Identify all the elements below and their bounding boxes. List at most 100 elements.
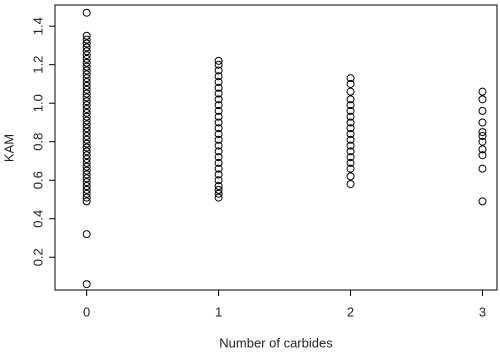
- point: [82, 131, 91, 140]
- point: [346, 106, 355, 115]
- y-tick-label: 1.2: [30, 56, 45, 74]
- point: [82, 101, 91, 110]
- y-tick-label: 1.4: [30, 17, 45, 35]
- point: [82, 78, 91, 87]
- point: [346, 135, 355, 144]
- y-axis-label: KAM: [1, 134, 16, 162]
- x-tick-label: 0: [83, 304, 90, 319]
- point: [82, 151, 91, 160]
- point: [82, 70, 91, 79]
- y-tick-label: 0.2: [30, 248, 45, 266]
- point: [214, 101, 223, 110]
- point: [82, 104, 91, 113]
- point: [82, 120, 91, 129]
- y-tick-label: 1.0: [30, 94, 45, 112]
- point: [478, 197, 487, 206]
- point: [346, 95, 355, 104]
- point: [346, 130, 355, 139]
- point: [214, 78, 223, 87]
- point: [478, 118, 487, 127]
- point: [214, 106, 223, 115]
- point: [214, 83, 223, 92]
- point: [82, 93, 91, 102]
- point: [346, 124, 355, 133]
- point: [346, 172, 355, 181]
- point: [82, 230, 91, 239]
- point: [82, 81, 91, 90]
- point: [82, 35, 91, 44]
- point: [214, 170, 223, 179]
- y-tick-label: 0.6: [30, 171, 45, 189]
- point: [346, 79, 355, 88]
- point: [478, 106, 487, 115]
- point: [214, 176, 223, 185]
- point: [214, 89, 223, 98]
- point: [346, 101, 355, 110]
- x-tick-label: 2: [347, 304, 354, 319]
- point: [82, 89, 91, 98]
- point: [82, 147, 91, 156]
- point: [478, 87, 487, 96]
- point: [214, 185, 223, 194]
- point: [82, 85, 91, 94]
- y-tick-label: 0.8: [30, 133, 45, 151]
- point: [346, 158, 355, 167]
- point: [82, 112, 91, 121]
- point: [82, 8, 91, 17]
- point: [214, 112, 223, 121]
- point: [82, 155, 91, 164]
- point: [82, 62, 91, 71]
- point: [82, 166, 91, 175]
- point: [82, 58, 91, 67]
- point: [82, 158, 91, 167]
- point: [346, 118, 355, 127]
- point: [82, 97, 91, 106]
- x-axis-label: Number of carbides: [219, 335, 333, 350]
- point: [346, 180, 355, 189]
- point: [82, 108, 91, 117]
- point: [346, 74, 355, 83]
- point: [478, 145, 487, 154]
- point: [82, 139, 91, 148]
- point: [82, 162, 91, 171]
- point: [82, 185, 91, 194]
- point: [82, 31, 91, 40]
- plot-box: [54, 4, 498, 291]
- point: [346, 164, 355, 173]
- point: [82, 66, 91, 75]
- point: [478, 137, 487, 146]
- point: [82, 178, 91, 187]
- point: [214, 189, 223, 198]
- point: [214, 158, 223, 167]
- point: [346, 141, 355, 150]
- point: [82, 135, 91, 144]
- point: [346, 153, 355, 162]
- point: [214, 95, 223, 104]
- point: [82, 124, 91, 133]
- point: [82, 197, 91, 206]
- point: [214, 135, 223, 144]
- point: [214, 60, 223, 69]
- point: [214, 164, 223, 173]
- point: [478, 95, 487, 104]
- point: [82, 39, 91, 48]
- x-tick-label: 3: [479, 304, 486, 319]
- point: [82, 128, 91, 137]
- point: [82, 280, 91, 289]
- point: [82, 54, 91, 63]
- point: [214, 153, 223, 162]
- point: [82, 189, 91, 198]
- point: [214, 147, 223, 156]
- point: [346, 87, 355, 96]
- point: [214, 66, 223, 75]
- point: [214, 124, 223, 133]
- point: [82, 143, 91, 152]
- point: [214, 193, 223, 202]
- point: [478, 151, 487, 160]
- point: [82, 74, 91, 83]
- point: [214, 130, 223, 139]
- point: [82, 182, 91, 191]
- point: [82, 47, 91, 56]
- point: [82, 193, 91, 202]
